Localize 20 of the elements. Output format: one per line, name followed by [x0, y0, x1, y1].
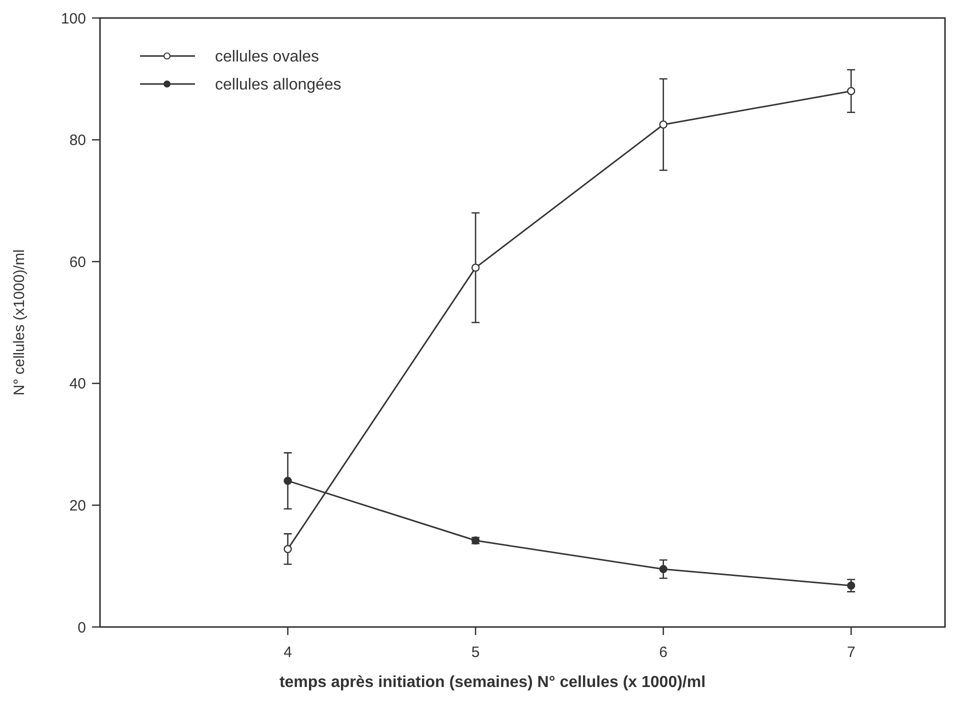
- y-tick-label: 60: [69, 254, 86, 271]
- y-tick-label: 40: [69, 376, 86, 393]
- legend-label: cellules allongées: [215, 76, 342, 94]
- x-tick-label: 7: [846, 644, 856, 661]
- x-tick-label: 4: [284, 644, 292, 661]
- x-tick-label: 5: [471, 644, 480, 661]
- point: [847, 86, 856, 96]
- y-tick-label: 100: [60, 10, 86, 28]
- point: [659, 565, 668, 574]
- y-axis-title: N° cellules (x1000)/ml: [11, 249, 28, 396]
- x-tick-label: 6: [659, 644, 668, 661]
- point: [659, 120, 668, 129]
- point: [471, 264, 480, 272]
- point: [284, 544, 292, 554]
- y-tick-label: 20: [69, 497, 86, 514]
- y-tick-label: 0: [78, 619, 86, 636]
- x-axis-title: temps après initiation (semaines) N° cellules (x 1000)/ml: [279, 674, 706, 691]
- legend-label: cellules ovales: [215, 48, 320, 66]
- point: [284, 476, 292, 485]
- y-tick-label: 80: [69, 132, 86, 150]
